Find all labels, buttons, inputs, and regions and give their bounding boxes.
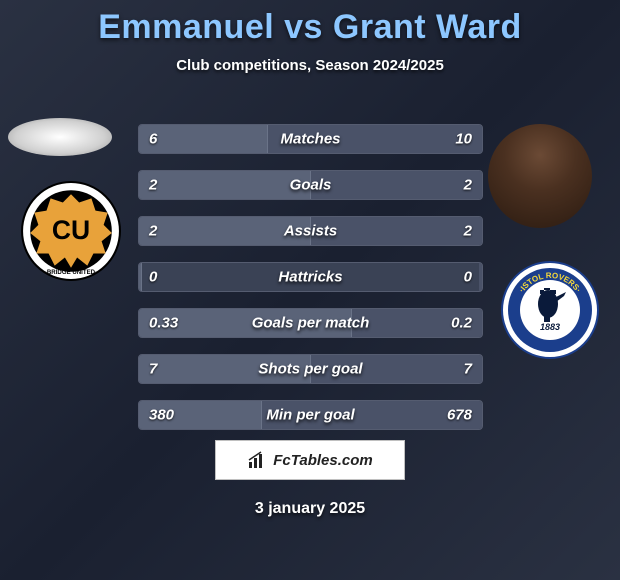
stat-label: Goals (290, 177, 332, 194)
stats-container: 6 10 Matches 2 2 Goals 2 2 Assists 0 0 Hattricks 0.3… (138, 124, 483, 446)
stat-bar-left (139, 125, 268, 153)
stat-row: 0.33 0.2 Goals per match (138, 308, 483, 338)
fctables-icon (247, 450, 267, 470)
stat-value-left: 0 (149, 269, 157, 286)
comparison-title: Emmanuel vs Grant Ward (0, 0, 620, 47)
stat-label: Shots per goal (258, 361, 362, 378)
stat-row: 0 0 Hattricks (138, 262, 483, 292)
club-right-year: 1883 (540, 322, 560, 332)
player-right-avatar (488, 124, 592, 228)
stat-value-left: 380 (149, 407, 174, 424)
stat-row: 7 7 Shots per goal (138, 354, 483, 384)
stat-bar-left (139, 263, 142, 291)
stat-row: 6 10 Matches (138, 124, 483, 154)
comparison-date: 3 january 2025 (255, 500, 365, 518)
stat-value-right: 10 (455, 131, 472, 148)
stat-value-left: 7 (149, 361, 157, 378)
stat-bar-right (479, 263, 482, 291)
stat-label: Matches (280, 131, 340, 148)
player-left-avatar (8, 118, 112, 156)
stat-label: Min per goal (266, 407, 354, 424)
stat-value-left: 2 (149, 223, 157, 240)
stat-value-left: 2 (149, 177, 157, 194)
club-left-abbrev: CU (52, 215, 90, 245)
stat-label: Goals per match (252, 315, 370, 332)
club-right-badge: 1883 ·ISTOL ROVERS· (500, 260, 600, 360)
stat-value-right: 2 (464, 223, 472, 240)
stat-label: Assists (284, 223, 337, 240)
fctables-label: FcTables.com (273, 452, 372, 469)
stat-bar-left (139, 171, 311, 199)
comparison-subtitle: Club competitions, Season 2024/2025 (0, 57, 620, 74)
stat-row: 2 2 Goals (138, 170, 483, 200)
stat-value-right: 678 (447, 407, 472, 424)
stat-value-right: 2 (464, 177, 472, 194)
stat-value-left: 6 (149, 131, 157, 148)
stat-bar-right (311, 171, 483, 199)
club-left-badge: CU ·BRIDGE UNITED· (20, 180, 122, 282)
stat-label: Hattricks (278, 269, 342, 286)
stat-row: 2 2 Assists (138, 216, 483, 246)
stat-value-right: 0.2 (451, 315, 472, 332)
stat-row: 380 678 Min per goal (138, 400, 483, 430)
fctables-badge: FcTables.com (215, 440, 405, 480)
stat-value-right: 0 (464, 269, 472, 286)
svg-text:·BRIDGE UNITED·: ·BRIDGE UNITED· (45, 269, 97, 276)
stat-value-left: 0.33 (149, 315, 178, 332)
stat-value-right: 7 (464, 361, 472, 378)
